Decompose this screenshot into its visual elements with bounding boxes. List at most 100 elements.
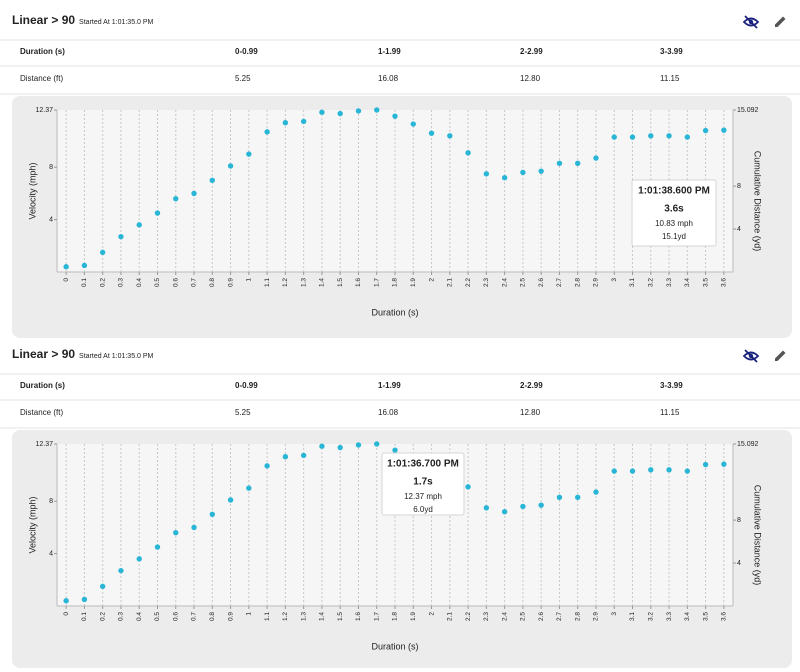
- data-point[interactable]: [209, 177, 215, 184]
- data-point[interactable]: [319, 443, 325, 449]
- x-tick-label: 2.9: [593, 278, 600, 287]
- data-point[interactable]: [246, 485, 252, 491]
- data-point[interactable]: [575, 160, 581, 167]
- data-point[interactable]: [629, 134, 636, 140]
- x-tick-label: 0.2: [99, 278, 106, 287]
- data-point[interactable]: [483, 171, 490, 177]
- data-point[interactable]: [264, 463, 270, 469]
- data-point[interactable]: [520, 169, 526, 176]
- x-tick-label: 0.9: [227, 278, 234, 287]
- data-point[interactable]: [465, 150, 471, 156]
- data-point[interactable]: [337, 110, 343, 117]
- x-tick-label: 0.3: [118, 612, 125, 621]
- data-point[interactable]: [246, 151, 252, 157]
- hide-button[interactable]: [742, 15, 760, 29]
- data-point[interactable]: [538, 502, 544, 508]
- x-tick-label: 3.3: [666, 278, 673, 287]
- data-point[interactable]: [227, 497, 234, 503]
- data-point[interactable]: [337, 444, 343, 451]
- data-point[interactable]: [173, 195, 179, 202]
- data-point[interactable]: [355, 442, 362, 448]
- data-point[interactable]: [611, 468, 617, 474]
- data-point[interactable]: [154, 210, 161, 216]
- data-point[interactable]: [136, 222, 142, 228]
- data-point[interactable]: [721, 461, 727, 467]
- data-point[interactable]: [154, 544, 161, 550]
- data-point[interactable]: [282, 454, 289, 460]
- data-point[interactable]: [520, 503, 526, 510]
- table-cell: 16.08: [378, 74, 399, 83]
- data-point[interactable]: [611, 134, 617, 140]
- x-tick-label: 2.4: [501, 612, 508, 621]
- data-point[interactable]: [374, 107, 380, 113]
- x-tick-label: 2.1: [447, 612, 454, 621]
- data-point[interactable]: [99, 249, 106, 256]
- data-point[interactable]: [684, 468, 691, 474]
- data-point[interactable]: [447, 133, 453, 139]
- data-point[interactable]: [227, 163, 234, 169]
- data-point[interactable]: [702, 461, 709, 468]
- x-tick-label: 3.6: [721, 612, 728, 621]
- x-tick-label: 2.7: [556, 612, 563, 621]
- data-point[interactable]: [593, 155, 599, 161]
- data-point[interactable]: [392, 113, 398, 119]
- data-point[interactable]: [300, 452, 307, 459]
- x-tick-label: 3.6: [721, 278, 728, 287]
- data-point[interactable]: [684, 134, 691, 140]
- hide-button[interactable]: [742, 349, 760, 363]
- data-point[interactable]: [63, 264, 69, 270]
- tooltip-speed: 12.37 mph: [404, 492, 442, 501]
- data-point[interactable]: [629, 468, 636, 474]
- data-point[interactable]: [81, 262, 88, 269]
- table-cell: 5.25: [235, 74, 251, 83]
- table-cell: 5.25: [235, 408, 251, 417]
- data-point[interactable]: [355, 108, 362, 114]
- data-point[interactable]: [648, 133, 654, 139]
- data-point[interactable]: [410, 121, 416, 127]
- y2-tick-label: 15.092: [737, 441, 759, 448]
- data-point[interactable]: [556, 160, 563, 167]
- data-point[interactable]: [319, 109, 325, 115]
- x-tick-label: 2.6: [538, 278, 545, 287]
- data-point[interactable]: [191, 190, 197, 197]
- edit-button[interactable]: [775, 16, 786, 28]
- data-point[interactable]: [465, 484, 471, 490]
- x-tick-label: 1.1: [264, 278, 271, 287]
- x-tick-label: 0: [63, 278, 70, 282]
- data-point[interactable]: [264, 129, 270, 135]
- y2-tick-label: 8: [737, 517, 741, 524]
- data-point[interactable]: [392, 447, 398, 453]
- data-point[interactable]: [648, 467, 654, 473]
- data-point[interactable]: [666, 467, 672, 473]
- data-point[interactable]: [209, 511, 215, 518]
- data-point[interactable]: [63, 598, 69, 604]
- data-point[interactable]: [501, 175, 508, 181]
- data-point[interactable]: [282, 120, 289, 126]
- edit-button[interactable]: [775, 350, 786, 362]
- data-point[interactable]: [136, 556, 142, 562]
- x-tick-label: 0.6: [172, 612, 179, 621]
- data-point[interactable]: [374, 441, 380, 447]
- data-point[interactable]: [666, 133, 672, 139]
- x-tick-label: 0.7: [191, 278, 198, 287]
- data-point[interactable]: [702, 127, 709, 134]
- data-point[interactable]: [538, 168, 544, 174]
- data-point[interactable]: [556, 494, 563, 501]
- x-tick-label: 0.1: [81, 278, 88, 287]
- data-point[interactable]: [191, 524, 197, 531]
- data-point[interactable]: [173, 529, 179, 536]
- data-point[interactable]: [428, 130, 435, 136]
- data-point[interactable]: [300, 118, 307, 125]
- data-point[interactable]: [118, 233, 124, 240]
- data-point[interactable]: [501, 509, 508, 515]
- y-tick-label: 4: [49, 216, 53, 223]
- data-point[interactable]: [593, 489, 599, 495]
- data-point[interactable]: [483, 505, 490, 511]
- data-point[interactable]: [118, 567, 124, 574]
- data-point[interactable]: [575, 494, 581, 501]
- data-point[interactable]: [81, 596, 88, 603]
- x-tick-label: 3.2: [648, 612, 655, 621]
- data-point[interactable]: [721, 127, 727, 133]
- data-point[interactable]: [99, 583, 106, 590]
